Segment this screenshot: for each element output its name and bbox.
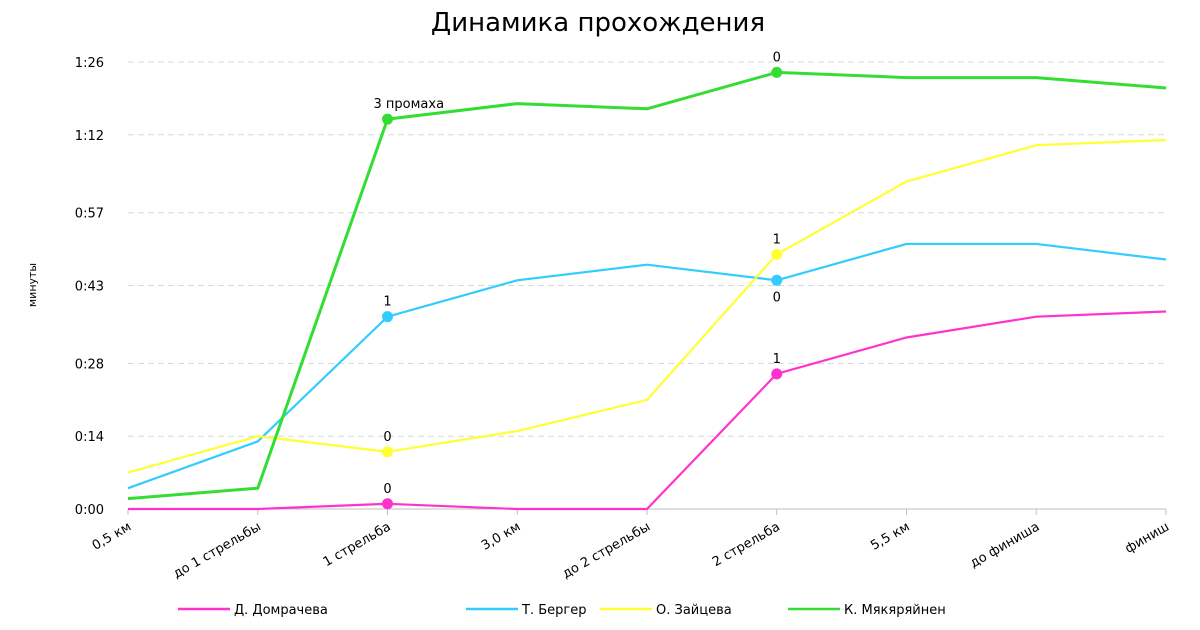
x-tick-label: 0,5 км	[90, 519, 134, 553]
legend-label: Д. Домрачева	[234, 603, 328, 618]
data-label: 1	[383, 295, 391, 310]
series-lines	[127, 66, 1167, 511]
x-tick-label: 1 стрельба	[321, 519, 394, 570]
legend-label: Т. Бергер	[521, 603, 586, 618]
data-label: 0	[773, 290, 781, 305]
x-tick-label: 2 стрельба	[710, 519, 783, 570]
data-label: 0	[383, 482, 391, 497]
chart-title: Динамика прохождения	[431, 8, 765, 38]
data-label: 1	[773, 232, 781, 247]
y-tick-label: 0:57	[75, 207, 104, 222]
legend: Д. Домрачева Т. Бергер О. Зайцева К. Мякяря…	[178, 603, 946, 618]
grid	[128, 61, 1166, 437]
data-labels: 0 1 1 0 0 1 3 промаха 0	[374, 50, 781, 496]
data-point	[382, 446, 393, 458]
y-tick-label: 1:12	[75, 129, 104, 144]
data-point	[382, 498, 393, 510]
x-tick-label: 5,5 км	[868, 519, 912, 553]
x-tick-label: до финиша	[968, 519, 1043, 571]
x-axis: 0,5 км до 1 стрельбы 1 стрельба 3,0 км до 2 …	[90, 508, 1172, 582]
series-line	[128, 310, 1167, 511]
y-tick-label: 0:28	[75, 357, 104, 372]
x-tick-label: до 1 стрельбы	[171, 519, 264, 581]
data-label: 0	[383, 430, 391, 445]
series-line	[127, 138, 1167, 474]
data-point	[771, 66, 783, 78]
series-line	[127, 70, 1167, 501]
y-tick-label: 0:00	[75, 503, 104, 518]
y-tick-label: 0:14	[75, 430, 104, 445]
x-tick-label: финиш	[1123, 519, 1172, 556]
data-point	[382, 311, 393, 323]
data-label: 0	[773, 50, 781, 65]
legend-label: К. Мякяряйнен	[844, 603, 946, 618]
series-line	[127, 242, 1167, 490]
data-point	[382, 113, 393, 125]
data-label: 1	[773, 352, 781, 367]
data-point	[771, 248, 783, 260]
x-tick-label: 3,0 км	[479, 519, 523, 553]
y-tick-label: 1:26	[75, 56, 104, 71]
data-point	[771, 368, 783, 380]
x-tick-label: до 2 стрельбы	[560, 519, 653, 581]
data-point	[771, 274, 783, 286]
y-axis-label: минуты	[26, 263, 39, 307]
data-label: 3 промаха	[374, 97, 445, 112]
y-axis-ticks: 0:00 0:14 0:28 0:43 0:57 1:12 1:26	[75, 56, 104, 518]
y-tick-label: 0:43	[75, 280, 104, 295]
legend-label: О. Зайцева	[656, 603, 732, 618]
